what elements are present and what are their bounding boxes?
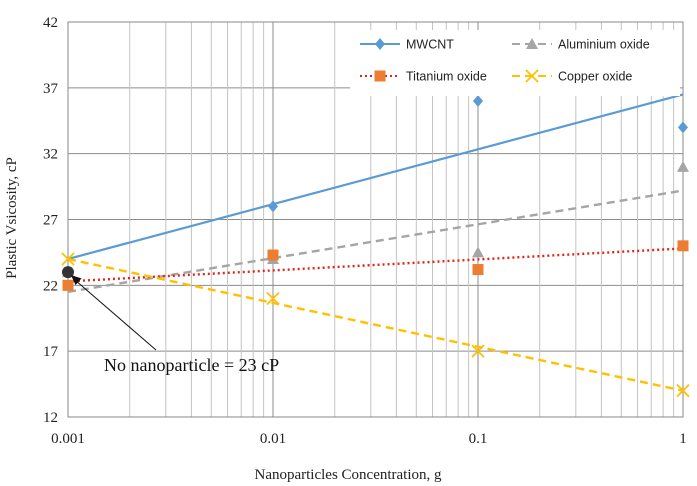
grid-lines (67, 21, 683, 418)
data-point-copper-oxide (676, 384, 690, 398)
legend-label-copper-oxide: Copper oxide (558, 70, 632, 84)
marker-stroke (676, 384, 690, 398)
x-tick-label: 0.001 (51, 431, 85, 447)
data-point-mwcnt (473, 95, 483, 107)
trend-line-mwcnt (67, 93, 684, 261)
y-tick-label: 42 (43, 15, 58, 31)
plot-frame (67, 21, 684, 418)
x-tick-label: 0.1 (469, 431, 488, 447)
annotation-arrow (73, 278, 157, 351)
y-tick-label: 27 (43, 213, 59, 229)
data-point-titanium-oxide (62, 279, 74, 291)
data-point-copper-oxide (266, 291, 280, 306)
legend: MWCNT Aluminium oxide Titanium oxide Copper… (350, 30, 680, 96)
y-axis-title: Plastic Vsicosity, cP (4, 157, 20, 279)
data-markers (61, 95, 690, 398)
y-tick-label: 17 (43, 344, 59, 360)
marker-stroke (471, 344, 485, 358)
marker-stroke (266, 291, 280, 306)
data-point-aluminium-oxide (472, 246, 484, 258)
y-tick-label: 22 (43, 278, 58, 294)
trend-line-aluminium-oxide (67, 189, 684, 294)
x-tick-label: 1 (679, 431, 687, 447)
legend-marker-mwcnt (375, 38, 385, 50)
data-point-titanium-oxide (472, 264, 484, 276)
data-point-aluminium-oxide (677, 160, 689, 172)
legend-marker-aluminium-oxide (526, 38, 538, 49)
legend-label-mwcnt: MWCNT (406, 38, 454, 52)
marker-stroke (61, 252, 75, 266)
y-tick-labels: 12 17 22 27 32 37 42 (43, 15, 59, 426)
annotation-text: No nanoparticle = 23 cP (104, 355, 279, 375)
data-point-mwcnt (268, 200, 278, 213)
data-point-titanium-oxide (677, 240, 689, 252)
data-point-copper-oxide (61, 252, 75, 266)
data-point-copper-oxide (471, 344, 485, 358)
data-point-mwcnt (678, 121, 688, 134)
trend-lines (67, 93, 684, 392)
data-point-titanium-oxide (267, 249, 279, 261)
annotation-arrowhead (71, 275, 82, 286)
legend-label-aluminium-oxide: Aluminium oxide (558, 38, 650, 52)
y-tick-label: 37 (43, 81, 59, 97)
marker-stroke (525, 69, 539, 83)
y-tick-label: 12 (43, 410, 58, 426)
x-axis-title: Nanoparticles Concentration, g (254, 467, 442, 483)
legend-marker-copper-oxide (525, 69, 539, 83)
legend-marker-titanium-oxide (374, 70, 386, 82)
legend-box (350, 30, 680, 96)
x-tick-label: 0.01 (260, 431, 286, 447)
x-tick-labels: 0.001 0.01 0.1 1 (51, 431, 687, 447)
annotation: No nanoparticle = 23 cP (71, 275, 279, 375)
trend-line-copper-oxide (67, 257, 684, 392)
legend-label-titanium-oxide: Titanium oxide (406, 70, 487, 84)
y-tick-label: 32 (43, 147, 58, 163)
